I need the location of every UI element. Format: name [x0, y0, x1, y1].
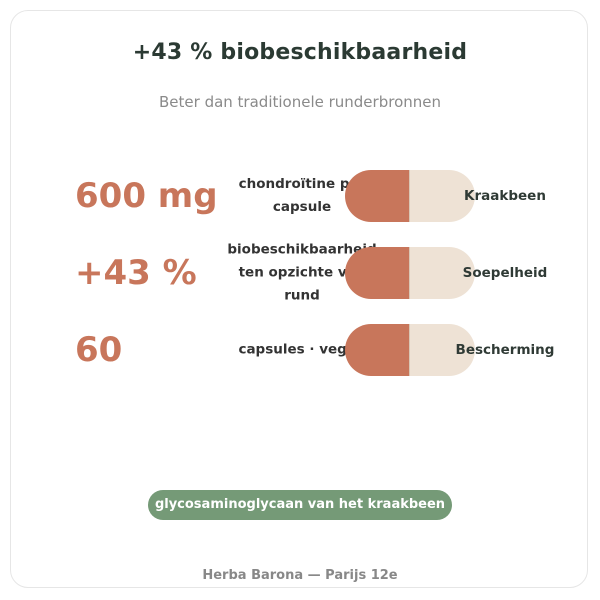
capsule-light-half [410, 324, 475, 376]
capsule-graphic [345, 170, 475, 222]
stat-description: capsules · vegan [238, 341, 366, 358]
stat-value: 600 mg [75, 176, 218, 216]
capsule-dark-half [345, 170, 410, 222]
capsule-light-half [410, 247, 475, 299]
capsule-label: Kraakbeen [464, 188, 546, 204]
stat-description: biobeschikbaarheid ten opzichte van rund [227, 241, 377, 304]
capsule-dark-half [345, 247, 410, 299]
stat-description: chondroïtine per capsule [238, 176, 366, 215]
capsule-divider [409, 324, 410, 376]
footer-brand: Herba Barona — Parijs 12e [202, 568, 398, 583]
page-title: +43 % biobeschikbaarheid [132, 40, 468, 65]
capsule-label: Soepelheid [462, 265, 548, 281]
capsule-dark-half [345, 324, 410, 376]
capsule-graphic [345, 324, 475, 376]
stat-value: 60 [75, 330, 123, 370]
stat-row-bioavailability: +43 % biobeschikbaarheid ten opzichte va… [0, 242, 600, 304]
capsule-divider [409, 247, 410, 299]
stat-row-count: 60 capsules · vegan Bescherming [0, 324, 600, 376]
capsule-label: Bescherming [455, 342, 555, 358]
stat-row-dosage: 600 mg chondroïtine per capsule Kraakbee… [0, 170, 600, 222]
capsule-divider [409, 170, 410, 222]
page-subtitle: Beter dan traditionele runderbronnen [159, 93, 441, 111]
capsule-light-half [410, 170, 475, 222]
stat-value: +43 % [75, 253, 197, 293]
category-badge: glycosaminoglycaan van het kraakbeen [148, 490, 452, 520]
capsule-graphic [345, 247, 475, 299]
